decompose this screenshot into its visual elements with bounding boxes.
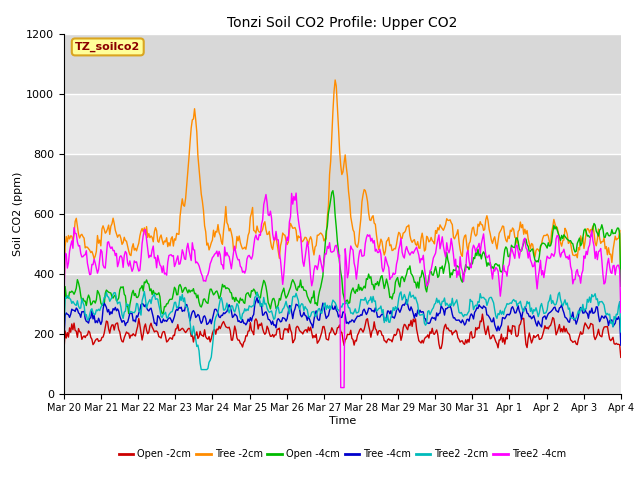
Bar bbox=[64, 214, 621, 274]
Text: TZ_soilco2: TZ_soilco2 bbox=[75, 42, 140, 52]
Bar bbox=[64, 154, 621, 214]
Bar bbox=[64, 334, 621, 394]
Bar bbox=[64, 34, 621, 94]
Y-axis label: Soil CO2 (ppm): Soil CO2 (ppm) bbox=[13, 171, 24, 256]
Bar bbox=[64, 274, 621, 334]
Title: Tonzi Soil CO2 Profile: Upper CO2: Tonzi Soil CO2 Profile: Upper CO2 bbox=[227, 16, 458, 30]
X-axis label: Time: Time bbox=[329, 416, 356, 426]
Legend: Open -2cm, Tree -2cm, Open -4cm, Tree -4cm, Tree2 -2cm, Tree2 -4cm: Open -2cm, Tree -2cm, Open -4cm, Tree -4… bbox=[115, 445, 570, 463]
Bar bbox=[64, 94, 621, 154]
